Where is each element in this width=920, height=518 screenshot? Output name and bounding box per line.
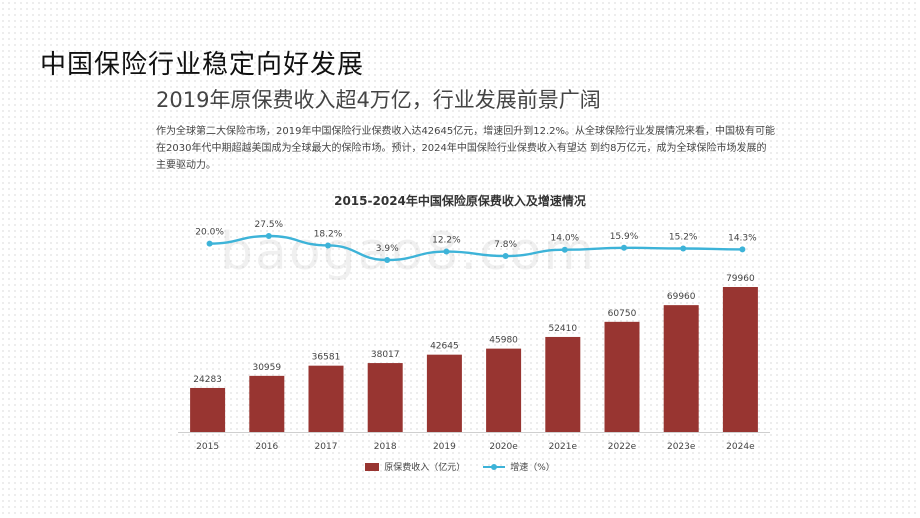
bar-2018	[367, 363, 403, 432]
x-tick-label-2020e: 2020e	[489, 442, 518, 452]
bar-2020e	[486, 348, 522, 432]
watermark: baogao8.com	[220, 222, 597, 282]
slide-subtitle: 2019年原保费收入超4万亿，行业发展前景广阔	[156, 88, 601, 112]
bar-value-label-2023e: 69960	[667, 292, 696, 302]
bar-value-label-2020e: 45980	[489, 336, 518, 346]
bar-2021e	[545, 336, 581, 432]
x-tick-label-2021e: 2021e	[549, 442, 578, 452]
growth-point-2023e	[680, 245, 687, 252]
growth-label-2022e: 15.9%	[610, 232, 639, 242]
growth-label-2020e: 7.8%	[494, 240, 517, 250]
legend-item-premium: 原保费收入（亿元）	[365, 460, 465, 473]
growth-point-2016	[265, 233, 272, 239]
x-tick-label-2022e: 2022e	[608, 442, 637, 452]
bar-2022e	[604, 321, 640, 432]
bar-value-label-2016: 30959	[252, 363, 281, 373]
x-tick-label-2024e: 2024e	[726, 442, 755, 452]
growth-point-2020e	[502, 253, 509, 260]
bar-2015	[190, 387, 226, 432]
legend-label-premium: 原保费收入（亿元）	[384, 463, 466, 473]
bar-value-label-2015: 24283	[193, 375, 222, 385]
chart-title: 2015-2024年中国保险原保费收入及增速情况	[334, 194, 586, 208]
legend-line-swatch	[483, 462, 506, 472]
growth-point-2022e	[621, 244, 627, 251]
bar-2017	[308, 365, 344, 432]
x-tick-label-2023e: 2023e	[667, 442, 696, 452]
growth-label-2021e: 14.0%	[551, 234, 580, 244]
legend-item-growth: 增速（%）	[483, 460, 555, 473]
growth-point-2019	[443, 248, 450, 255]
x-tick-label-2017: 2017	[315, 442, 338, 452]
growth-point-2017	[325, 242, 331, 249]
growth-label-2017: 18.2%	[314, 229, 343, 239]
bar-value-label-2021e: 52410	[548, 324, 577, 334]
growth-label-2023e: 15.2%	[669, 233, 698, 243]
x-tick-label-2018: 2018	[374, 442, 397, 452]
growth-point-2018	[384, 257, 391, 263]
bar-value-label-2018: 38017	[371, 350, 400, 360]
bar-value-label-2024e: 79960	[726, 274, 755, 284]
growth-label-2024e: 14.3%	[728, 233, 757, 243]
intro-paragraph: 作为全球第二大保险市场，2019年中国保险行业保费收入达42645亿元，增速回升…	[156, 126, 776, 171]
chart-legend: 原保费收入（亿元） 增速（%）	[0, 460, 920, 473]
x-tick-label-2019: 2019	[433, 442, 456, 452]
bar-2024e	[722, 287, 758, 432]
slide-title: 中国保险行业稳定向好发展	[40, 50, 365, 80]
bar-2023e	[663, 305, 699, 432]
bar-2016	[249, 375, 285, 432]
growth-point-2015	[206, 240, 213, 247]
growth-point-2024e	[739, 246, 746, 253]
bar-2019	[426, 354, 462, 432]
growth-point-2021e	[561, 246, 568, 253]
growth-label-2019: 12.2%	[432, 236, 461, 246]
legend-label-growth: 增速（%）	[510, 463, 555, 473]
bar-value-label-2022e: 60750	[608, 309, 637, 319]
x-tick-label-2016: 2016	[255, 442, 278, 452]
growth-line	[209, 234, 743, 262]
bar-value-label-2017: 36581	[312, 353, 341, 363]
growth-label-2016: 27.5%	[255, 220, 284, 230]
x-tick-label-2015: 2015	[196, 442, 219, 452]
bar-value-label-2019: 42645	[430, 342, 459, 352]
growth-label-2015: 20.0%	[195, 228, 224, 238]
legend-bar-swatch	[365, 462, 380, 471]
growth-label-2018: 3.9%	[376, 244, 399, 254]
